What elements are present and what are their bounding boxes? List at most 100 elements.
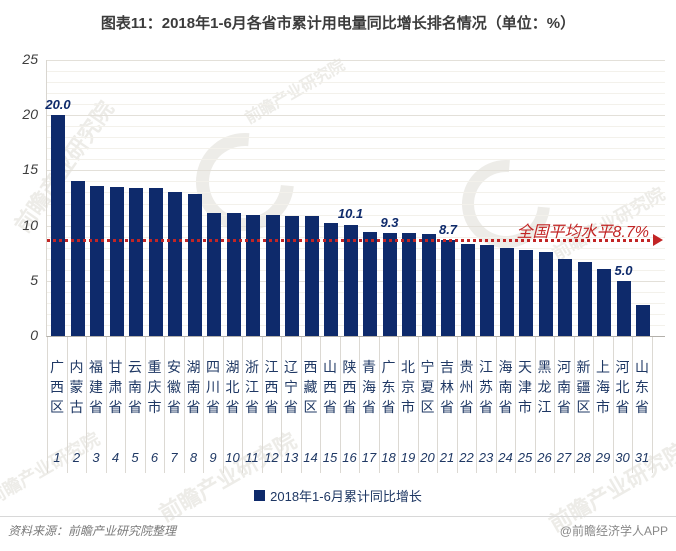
category-label: 青 海 省 — [362, 359, 376, 415]
average-line-label: 全国平均水平8.7% — [516, 223, 649, 241]
rank-label: 28 — [576, 450, 591, 465]
column-separator — [534, 337, 536, 473]
rank-label: 27 — [556, 450, 572, 465]
bar-山东省 — [636, 305, 650, 336]
column-separator — [242, 337, 244, 473]
bar-value-label: 8.7 — [438, 221, 458, 237]
bar-value-label: 20.0 — [45, 97, 71, 113]
gridline — [47, 170, 665, 172]
column-separator — [651, 337, 653, 473]
bar-宁夏区 — [421, 234, 436, 336]
rank-label: 3 — [92, 450, 100, 465]
category-label: 贵 州 省 — [459, 359, 474, 415]
rank-label: 16 — [342, 450, 357, 465]
legend: 2018年1-6月累计同比增长 — [0, 486, 676, 505]
y-tick-label: 25 — [22, 51, 38, 67]
source-note: 资料来源：前瞻产业研究院整理 — [8, 524, 177, 538]
legend-swatch-icon — [254, 490, 266, 501]
category-label: 河 北 省 — [615, 359, 630, 415]
bar-天津市 — [519, 249, 533, 336]
gridline — [47, 115, 665, 117]
column-separator — [339, 337, 341, 473]
bar-湖南省 — [187, 193, 202, 336]
category-label: 河 南 省 — [557, 359, 571, 415]
category-label: 吉 林 省 — [440, 359, 454, 415]
bar-value-label: 9.3 — [380, 215, 399, 231]
column-separator — [632, 337, 634, 473]
rank-label: 2 — [72, 450, 81, 465]
column-separator — [456, 337, 458, 473]
category-label: 广 东 省 — [381, 359, 396, 415]
category-label: 山 东 省 — [635, 359, 649, 415]
rank-label: 20 — [420, 450, 435, 465]
rank-label: 19 — [400, 450, 416, 465]
column-separator — [515, 337, 517, 473]
y-tick-label: 15 — [22, 161, 38, 178]
column-separator — [320, 337, 322, 473]
category-label: 天 津 市 — [518, 359, 532, 415]
credit-note: @前瞻经济学人APP — [559, 524, 668, 538]
category-label: 广 西 区 — [50, 359, 64, 415]
bar-上海市 — [597, 268, 611, 336]
column-separator — [261, 337, 263, 473]
bar-浙江省 — [246, 214, 260, 336]
bar-广西区 — [51, 115, 65, 336]
bar-河南省 — [558, 258, 572, 336]
rank-label: 8 — [189, 450, 198, 465]
gridline — [47, 159, 665, 161]
category-label: 海 南 省 — [498, 359, 513, 415]
column-separator — [183, 337, 185, 473]
column-separator — [47, 337, 49, 473]
category-label: 陕 西 省 — [342, 359, 357, 415]
category-label: 湖 南 省 — [186, 359, 201, 415]
rank-label: 14 — [303, 450, 318, 465]
rank-label: 10 — [225, 450, 240, 465]
gridline — [47, 214, 665, 216]
column-separator — [300, 337, 302, 473]
bar-北京市 — [402, 233, 416, 336]
gridline — [47, 60, 665, 61]
category-label: 安 徽 省 — [167, 359, 181, 415]
gridline — [47, 104, 665, 106]
bar-黑龙江 — [538, 252, 553, 336]
column-separator — [281, 337, 283, 473]
category-label: 西 藏 区 — [303, 359, 318, 415]
category-label: 上 海 市 — [596, 359, 610, 415]
column-separator — [398, 337, 400, 473]
rank-label: 23 — [478, 450, 494, 465]
bar-甘肃省 — [109, 186, 124, 336]
column-separator — [105, 337, 107, 473]
footer-divider — [0, 516, 676, 517]
bar-陕西省 — [343, 224, 358, 336]
bar-云南省 — [129, 188, 143, 336]
gridline — [47, 148, 665, 150]
rank-label: 26 — [537, 450, 552, 465]
column-separator — [417, 337, 419, 473]
bar-福建省 — [90, 185, 104, 336]
category-label: 云 南 省 — [128, 359, 142, 415]
gridline — [47, 192, 665, 194]
rank-label: 30 — [615, 450, 630, 465]
column-separator — [203, 337, 205, 473]
bar-辽宁省 — [285, 215, 299, 336]
bar-内蒙古 — [70, 181, 85, 336]
bar-西藏区 — [304, 215, 319, 336]
category-label: 福 建 省 — [89, 359, 103, 415]
bar-贵州省 — [460, 244, 475, 336]
gridline — [47, 82, 665, 84]
column-separator — [164, 337, 166, 473]
column-separator — [378, 337, 380, 473]
rank-label: 18 — [381, 450, 396, 465]
column-separator — [437, 337, 439, 473]
bar-重庆市 — [148, 188, 163, 336]
gridline — [47, 126, 665, 128]
rank-label: 13 — [283, 450, 299, 465]
rank-label: 6 — [150, 450, 159, 465]
rank-label: 7 — [170, 450, 178, 465]
category-label: 四 川 省 — [206, 359, 220, 415]
rank-label: 1 — [53, 450, 61, 465]
category-label: 重 庆 市 — [147, 359, 162, 415]
bar-河北省 — [616, 280, 631, 336]
bar-value-label: 5.0 — [614, 262, 633, 278]
rank-label: 9 — [209, 450, 217, 465]
